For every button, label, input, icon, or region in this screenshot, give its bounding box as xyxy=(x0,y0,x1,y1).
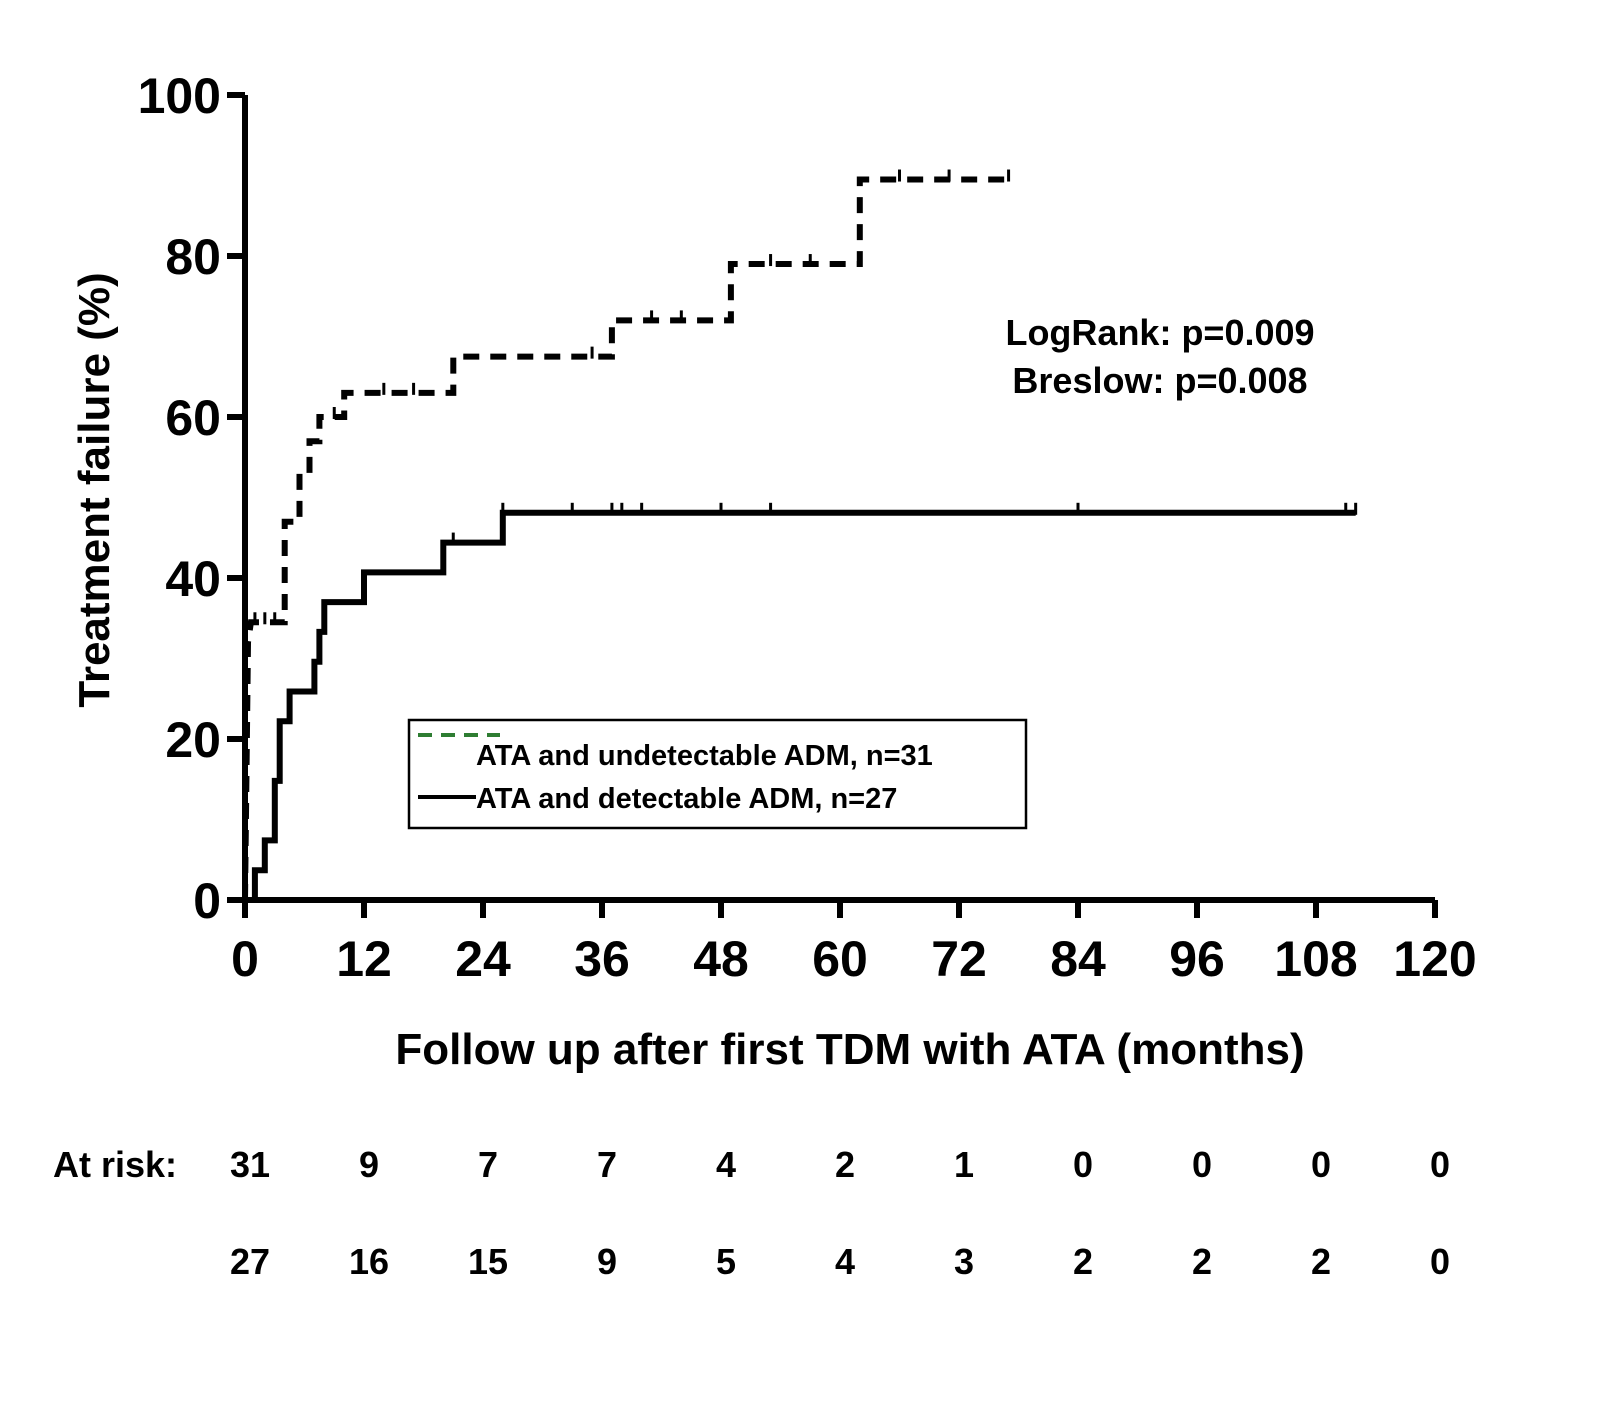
y-tick-label: 0 xyxy=(193,873,221,929)
at-risk-value: 1 xyxy=(954,1144,974,1185)
at-risk-value: 27 xyxy=(230,1241,270,1282)
y-tick-label: 20 xyxy=(165,712,221,768)
x-tick-label: 84 xyxy=(1050,931,1106,987)
series-0 xyxy=(242,169,1011,901)
x-tick-label: 72 xyxy=(931,931,987,987)
at-risk-value: 0 xyxy=(1311,1144,1331,1185)
at-risk-value: 9 xyxy=(359,1144,379,1185)
y-axis-title: Treatment failure (%) xyxy=(70,272,119,707)
x-tick-label: 108 xyxy=(1274,931,1357,987)
at-risk-table: At risk: 31 9 7 7 4 2 1 0 0 0 0 27 16 15 9 5 4 3 2 2 2 0 xyxy=(53,1144,1450,1282)
statistics-annotation: LogRank: p=0.009 Breslow: p=0.008 xyxy=(1005,312,1314,401)
x-axis-title: Follow up after first TDM with ATA (mont… xyxy=(395,1025,1304,1074)
legend: ATA and undetectable ADM, n=31 ATA and d… xyxy=(407,718,1028,830)
series-1 xyxy=(245,502,1358,903)
y-tick-label: 80 xyxy=(165,229,221,285)
breslow-annotation: Breslow: p=0.008 xyxy=(1012,360,1307,401)
at-risk-value: 7 xyxy=(597,1144,617,1185)
at-risk-value: 2 xyxy=(835,1144,855,1185)
at-risk-value: 16 xyxy=(349,1241,389,1282)
at-risk-value: 5 xyxy=(716,1241,736,1282)
at-risk-value: 31 xyxy=(230,1144,270,1185)
at-risk-value: 0 xyxy=(1192,1144,1212,1185)
y-tick-label: 100 xyxy=(138,68,221,124)
at-risk-value: 4 xyxy=(835,1241,855,1282)
at-risk-label: At risk: xyxy=(53,1144,177,1185)
x-tick-label: 96 xyxy=(1169,931,1225,987)
logrank-annotation: LogRank: p=0.009 xyxy=(1005,312,1314,353)
y-tick-label: 60 xyxy=(165,390,221,446)
at-risk-value: 0 xyxy=(1073,1144,1093,1185)
at-risk-value: 7 xyxy=(478,1144,498,1185)
legend-label-undetectable: ATA and undetectable ADM, n=31 xyxy=(476,740,933,772)
at-risk-value: 15 xyxy=(468,1241,508,1282)
x-tick-label: 120 xyxy=(1393,931,1476,987)
detectable-adm-curve xyxy=(245,509,1356,903)
x-tick-label: 60 xyxy=(812,931,868,987)
undetectable-adm-curve xyxy=(242,176,1009,901)
legend-label-detectable: ATA and detectable ADM, n=27 xyxy=(476,783,897,815)
at-risk-value: 0 xyxy=(1430,1144,1450,1185)
at-risk-value: 4 xyxy=(716,1144,736,1185)
x-tick-label: 12 xyxy=(336,931,392,987)
series-layer xyxy=(242,169,1358,903)
at-risk-value: 2 xyxy=(1073,1241,1093,1282)
y-tick-label: 40 xyxy=(165,551,221,607)
at-risk-value: 3 xyxy=(954,1241,974,1282)
at-risk-value: 2 xyxy=(1311,1241,1331,1282)
x-tick-label: 36 xyxy=(574,931,630,987)
axes: 0 20 40 60 80 100 0 12 24 36 48 60 72 84 96 108 120 xyxy=(138,68,1477,987)
at-risk-value: 2 xyxy=(1192,1241,1212,1282)
legend-box xyxy=(407,718,1028,830)
at-risk-value: 9 xyxy=(597,1241,617,1282)
x-tick-label: 24 xyxy=(455,931,511,987)
x-tick-label: 48 xyxy=(693,931,749,987)
at-risk-value: 0 xyxy=(1430,1241,1450,1282)
x-tick-label: 0 xyxy=(231,931,259,987)
